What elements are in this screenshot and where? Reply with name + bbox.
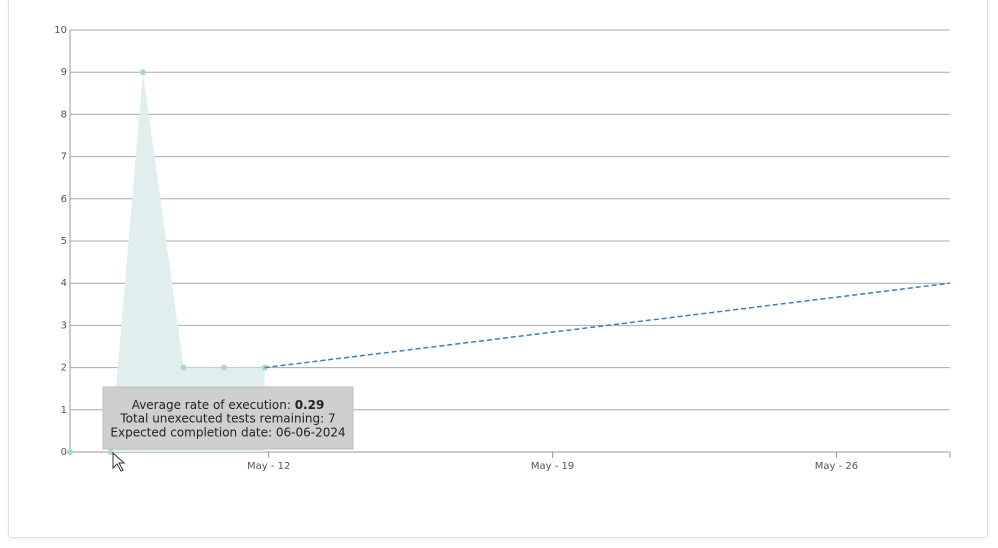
y-tick-label: 0 xyxy=(61,447,67,458)
tooltip-remaining: Total unexecuted tests remaining: 7 xyxy=(119,412,335,426)
y-tick-label: 9 xyxy=(61,67,67,78)
x-tick-label: May - 19 xyxy=(531,461,574,472)
x-tick-label: May - 26 xyxy=(815,461,858,472)
point xyxy=(221,364,228,371)
y-tick-label: 4 xyxy=(61,278,67,289)
projection-line xyxy=(264,282,951,369)
y-tick-label: 8 xyxy=(61,109,67,120)
tooltip-rate-label: Average rate of execution: xyxy=(132,398,291,412)
y-tick-label: 3 xyxy=(61,320,67,331)
point xyxy=(107,449,114,455)
y-tick-label: 6 xyxy=(61,194,67,205)
tooltip-rate: Average rate of execution: 0.29 xyxy=(132,398,325,412)
tooltip-completion: Expected completion date: 06-06-2024 xyxy=(110,426,345,440)
chart-card xyxy=(8,0,988,538)
y-tick-label: 5 xyxy=(61,236,67,247)
mouse-cursor xyxy=(112,451,126,472)
tooltip: Average rate of execution: 0.29 Total un… xyxy=(102,386,354,450)
y-tick-label: 10 xyxy=(54,25,67,36)
point xyxy=(67,449,73,455)
plot: 0 1 2 3 4 5 6 7 8 9 10 May - 12 May - 19 May - 26 xyxy=(54,25,951,472)
tooltip-box xyxy=(102,386,354,450)
point xyxy=(139,69,146,76)
x-tick-label: May - 12 xyxy=(247,461,290,472)
y-tick-label: 2 xyxy=(61,363,67,374)
point xyxy=(180,364,187,371)
tooltip-rate-value: 0.29 xyxy=(295,398,325,412)
y-tick-label: 7 xyxy=(61,152,67,163)
area xyxy=(70,72,265,452)
y-tick-label: 1 xyxy=(61,405,67,416)
